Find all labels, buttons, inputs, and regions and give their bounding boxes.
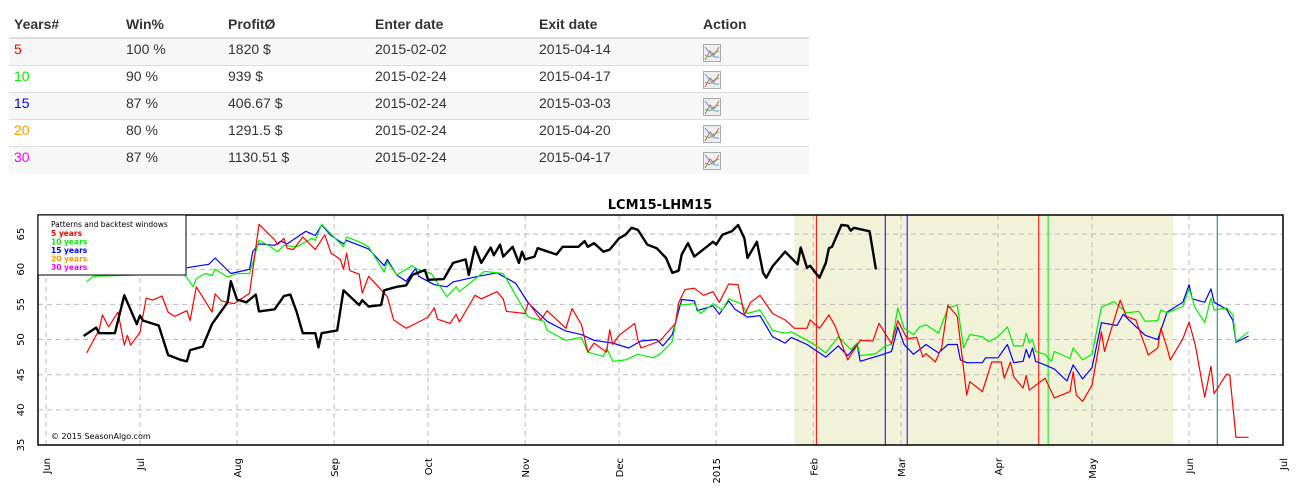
- x-tick-label: 2015: [712, 458, 723, 483]
- series-line: [186, 224, 1249, 382]
- x-tick-label: Dec: [615, 458, 626, 477]
- table-row: 10 90 % 939 $2015-02-24 2015-04-17: [9, 65, 809, 93]
- enter-date-cell: 2015-02-24: [370, 119, 534, 147]
- header-exit-date: Exit date: [534, 10, 698, 39]
- enter-date-cell: 2015-02-24: [370, 65, 534, 93]
- y-tick-label: 60: [16, 263, 27, 276]
- enter-date-cell: 2015-02-24: [370, 146, 534, 174]
- win-cell: 100 %: [121, 37, 223, 66]
- backtest-window-shade: [794, 215, 1174, 445]
- x-tick-label: May: [1088, 458, 1099, 479]
- y-tick-label: 35: [16, 439, 27, 452]
- header-action: Action: [698, 10, 809, 39]
- legend-item: 30 years: [51, 263, 88, 272]
- exit-date-cell: 2015-04-14: [534, 37, 698, 66]
- x-tick-label: Sep: [330, 458, 341, 477]
- exit-date-cell: 2015-04-20: [534, 119, 698, 147]
- copyright-text: © 2015 SeasonAlgo.com: [51, 432, 151, 441]
- exit-date-cell: 2015-04-17: [534, 65, 698, 93]
- x-tick-label: Nov: [521, 458, 532, 478]
- win-cell: 90 %: [121, 65, 223, 93]
- table-row: 5 100 % 1820 $2015-02-02 2015-04-14: [9, 37, 809, 66]
- years-cell: 10: [9, 65, 121, 93]
- header-enter-date: Enter date: [370, 10, 534, 39]
- series-line: [82, 223, 878, 363]
- x-tick-label: Aug: [233, 458, 244, 478]
- profit-cell: 1820 $: [223, 37, 370, 66]
- header-win: Win%: [121, 10, 223, 39]
- action-cell: [698, 146, 809, 174]
- profit-cell: 406.67 $: [223, 92, 370, 120]
- y-tick-label: 45: [16, 368, 27, 381]
- y-tick-label: 55: [16, 298, 27, 311]
- profit-cell: 1130.51 $: [223, 146, 370, 174]
- table-row: 15 87 % 406.67 $2015-02-24 2015-03-03: [9, 92, 809, 120]
- chart-icon[interactable]: [703, 98, 721, 116]
- chart-icon[interactable]: [703, 71, 721, 89]
- enter-date-cell: 2015-02-24: [370, 92, 534, 120]
- chart-title: LCM15-LHM15: [608, 198, 712, 213]
- y-tick-label: 65: [16, 228, 27, 241]
- action-cell: [698, 65, 809, 93]
- x-tick-label: Oct: [424, 458, 435, 475]
- results-table: Years# Win% ProfitØ Enter date Exit date…: [9, 10, 809, 174]
- y-tick-label: 40: [16, 403, 27, 416]
- x-tick-label: Mar: [897, 457, 908, 477]
- chart-icon[interactable]: [703, 152, 721, 170]
- y-tick-label: 50: [16, 333, 27, 346]
- legend-box: [37, 214, 187, 276]
- action-cell: [698, 119, 809, 147]
- years-cell: 15: [9, 92, 121, 120]
- action-cell: [698, 37, 809, 66]
- exit-date-cell: 2015-04-17: [534, 146, 698, 174]
- series-line: [86, 223, 1249, 438]
- legend-item: 15 years: [51, 246, 88, 255]
- seasonal-chart: LCM15-LHM15 35 40 45 50 55 60 65 Jun Jul Aug Sep Oct…: [16, 198, 1290, 483]
- x-tick-label: Feb: [809, 458, 820, 476]
- profit-cell: 1291.5 $: [223, 119, 370, 147]
- x-tick-label: Jul: [1279, 458, 1290, 471]
- x-tick-label: Jun: [1185, 458, 1196, 475]
- header-years: Years#: [9, 10, 121, 39]
- years-cell: 30: [9, 146, 121, 174]
- win-cell: 87 %: [121, 92, 223, 120]
- win-cell: 87 %: [121, 146, 223, 174]
- action-cell: [698, 92, 809, 120]
- chart-icon[interactable]: [703, 125, 721, 143]
- table-row: 30 87 % 1130.51 $2015-02-24 2015-04-17: [9, 146, 809, 174]
- legend-item: 20 years: [51, 255, 88, 264]
- table-row: 20 80 % 1291.5 $2015-02-24 2015-04-20: [9, 119, 809, 147]
- table-header-row: Years# Win% ProfitØ Enter date Exit date…: [9, 10, 809, 39]
- header-profit: ProfitØ: [223, 10, 370, 39]
- win-cell: 80 %: [121, 119, 223, 147]
- exit-date-cell: 2015-03-03: [534, 92, 698, 120]
- profit-cell: 939 $: [223, 65, 370, 93]
- x-tick-label: Jun: [42, 458, 53, 475]
- x-tick-label: Jul: [136, 458, 147, 471]
- years-cell: 20: [9, 119, 121, 147]
- plot-frame: [37, 214, 1284, 446]
- series-line: [86, 223, 1249, 362]
- legend-item: 5 years: [51, 229, 83, 238]
- legend-item: 10 years: [51, 238, 88, 247]
- x-tick-label: Apr: [994, 457, 1005, 475]
- chart-icon[interactable]: [703, 44, 721, 62]
- years-cell: 5: [9, 37, 121, 66]
- enter-date-cell: 2015-02-02: [370, 37, 534, 66]
- legend-title: Patterns and backtest windows: [51, 220, 168, 229]
